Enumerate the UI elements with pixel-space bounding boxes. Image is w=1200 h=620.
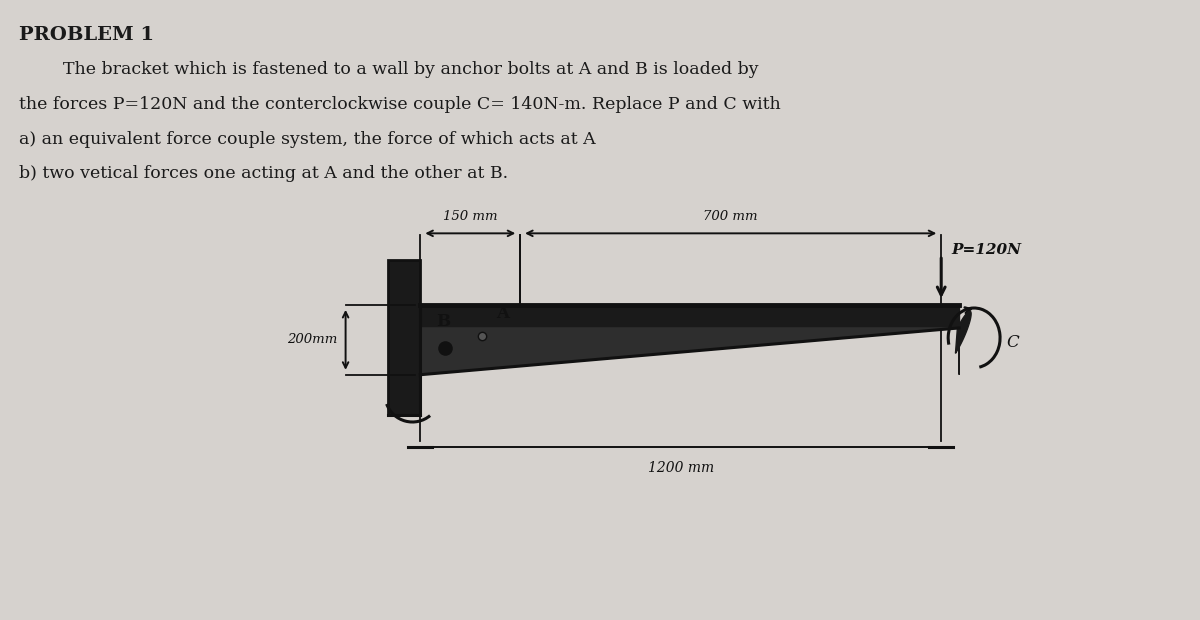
Text: The bracket which is fastened to a wall by anchor bolts at A and B is loaded by: The bracket which is fastened to a wall … <box>19 61 758 78</box>
Text: b) two vetical forces one acting at A and the other at B.: b) two vetical forces one acting at A an… <box>19 165 509 182</box>
Polygon shape <box>420 305 959 328</box>
Polygon shape <box>420 328 959 374</box>
Text: P=120N: P=120N <box>952 243 1021 257</box>
Text: 700 mm: 700 mm <box>703 210 758 223</box>
Text: B: B <box>437 313 450 330</box>
Text: PROBLEM 1: PROBLEM 1 <box>19 26 155 44</box>
Text: C: C <box>1006 334 1019 352</box>
Polygon shape <box>955 305 971 374</box>
Polygon shape <box>389 260 420 415</box>
Text: 150 mm: 150 mm <box>443 210 498 223</box>
Text: 1200 mm: 1200 mm <box>648 461 714 476</box>
Text: the forces P=120N and the conterclockwise couple C= 140N-m. Replace P and C with: the forces P=120N and the conterclockwis… <box>19 96 781 113</box>
Text: A: A <box>497 305 509 322</box>
Text: 200mm: 200mm <box>287 334 337 347</box>
Text: a) an equivalent force couple system, the force of which acts at A: a) an equivalent force couple system, th… <box>19 131 596 148</box>
